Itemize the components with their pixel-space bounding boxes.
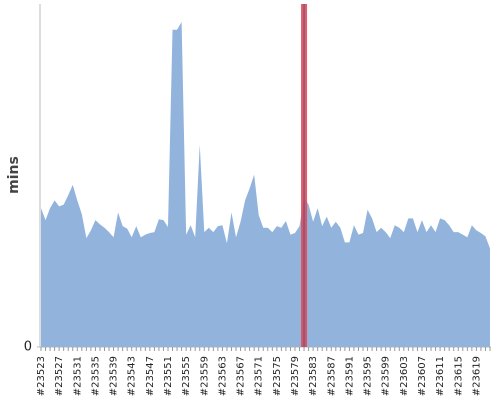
- x-tick-label: #23535: [90, 356, 101, 396]
- x-tick-label: #23523: [36, 356, 47, 396]
- x-tick-label: #23571: [254, 356, 265, 396]
- x-tick-label: #23555: [181, 356, 192, 396]
- x-tick-label: #23567: [236, 356, 247, 396]
- x-tick-label: #23575: [272, 356, 283, 396]
- x-tick-label: #23603: [399, 356, 410, 396]
- x-tick-label: #23599: [381, 356, 392, 396]
- x-tick-label: #23587: [326, 356, 337, 396]
- x-tick-label: #23611: [435, 356, 446, 396]
- x-tick-label: #23607: [417, 356, 428, 396]
- x-tick-label: #23579: [290, 356, 301, 396]
- y-tick-label: 0: [24, 340, 32, 355]
- x-tick-label: #23615: [453, 356, 464, 396]
- x-tick-label: #23551: [163, 356, 174, 396]
- x-tick-label: #23531: [72, 356, 83, 396]
- x-tick-label: #23595: [363, 356, 374, 396]
- x-tick-label: #23563: [217, 356, 228, 396]
- y-axis-label: mins: [6, 156, 22, 194]
- x-tick-label: #23619: [471, 356, 482, 396]
- area: [41, 22, 490, 347]
- x-tick-label: #23583: [308, 356, 319, 396]
- x-tick-label: #23543: [127, 356, 138, 396]
- x-tick-label: #23559: [199, 356, 210, 396]
- x-tick-label: #23547: [145, 356, 156, 396]
- x-tick-label: #23539: [109, 356, 120, 396]
- x-tick-label: #23527: [54, 356, 65, 396]
- x-tick-label: #23591: [344, 356, 355, 396]
